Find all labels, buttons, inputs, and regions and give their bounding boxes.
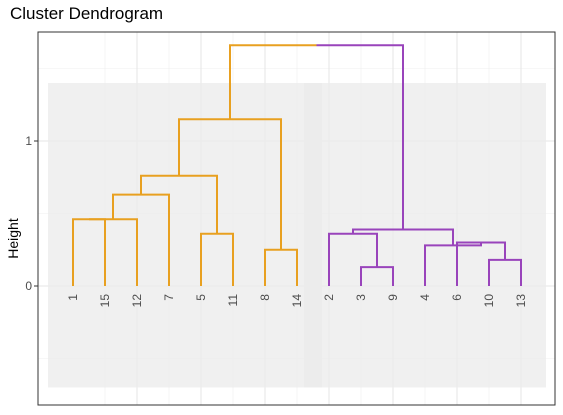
y-tick-label: 1: [25, 134, 32, 148]
leaf-label: 14: [290, 294, 304, 308]
leaf-label: 7: [162, 294, 176, 301]
dendrogram-branch: [229, 44, 317, 120]
leaf-label: 13: [514, 294, 528, 308]
cluster-box: [48, 83, 322, 388]
leaf-label: 11: [226, 294, 240, 307]
cluster-box: [304, 83, 546, 388]
leaf-label: 10: [482, 294, 496, 308]
leaf-label: 3: [354, 294, 368, 301]
leaf-label: 2: [322, 294, 336, 301]
leaf-label: 8: [258, 294, 272, 301]
dendrogram-branch: [89, 218, 138, 286]
y-tick-label: 0: [25, 279, 32, 293]
cluster-box-layer: [48, 83, 546, 388]
dendrogram-branch: [316, 44, 404, 230]
branch-layer: [72, 44, 522, 286]
chart-title: Cluster Dendrogram: [10, 4, 164, 23]
y-axis: 01: [25, 134, 38, 293]
leaf-label-layer: 1 15 12 7 5 11 8 14 2 3 9 4 6 10 13: [66, 294, 528, 308]
leaf-label: 9: [386, 294, 400, 301]
leaf-label: 5: [194, 294, 208, 301]
leaf-label: 6: [450, 294, 464, 301]
panel-border: [37, 31, 556, 406]
leaf-label: 12: [130, 294, 144, 308]
leaf-label: 1: [66, 294, 80, 301]
leaf-label: 4: [418, 294, 432, 301]
y-axis-title: Height: [5, 218, 21, 259]
leaf-label: 15: [98, 294, 112, 308]
